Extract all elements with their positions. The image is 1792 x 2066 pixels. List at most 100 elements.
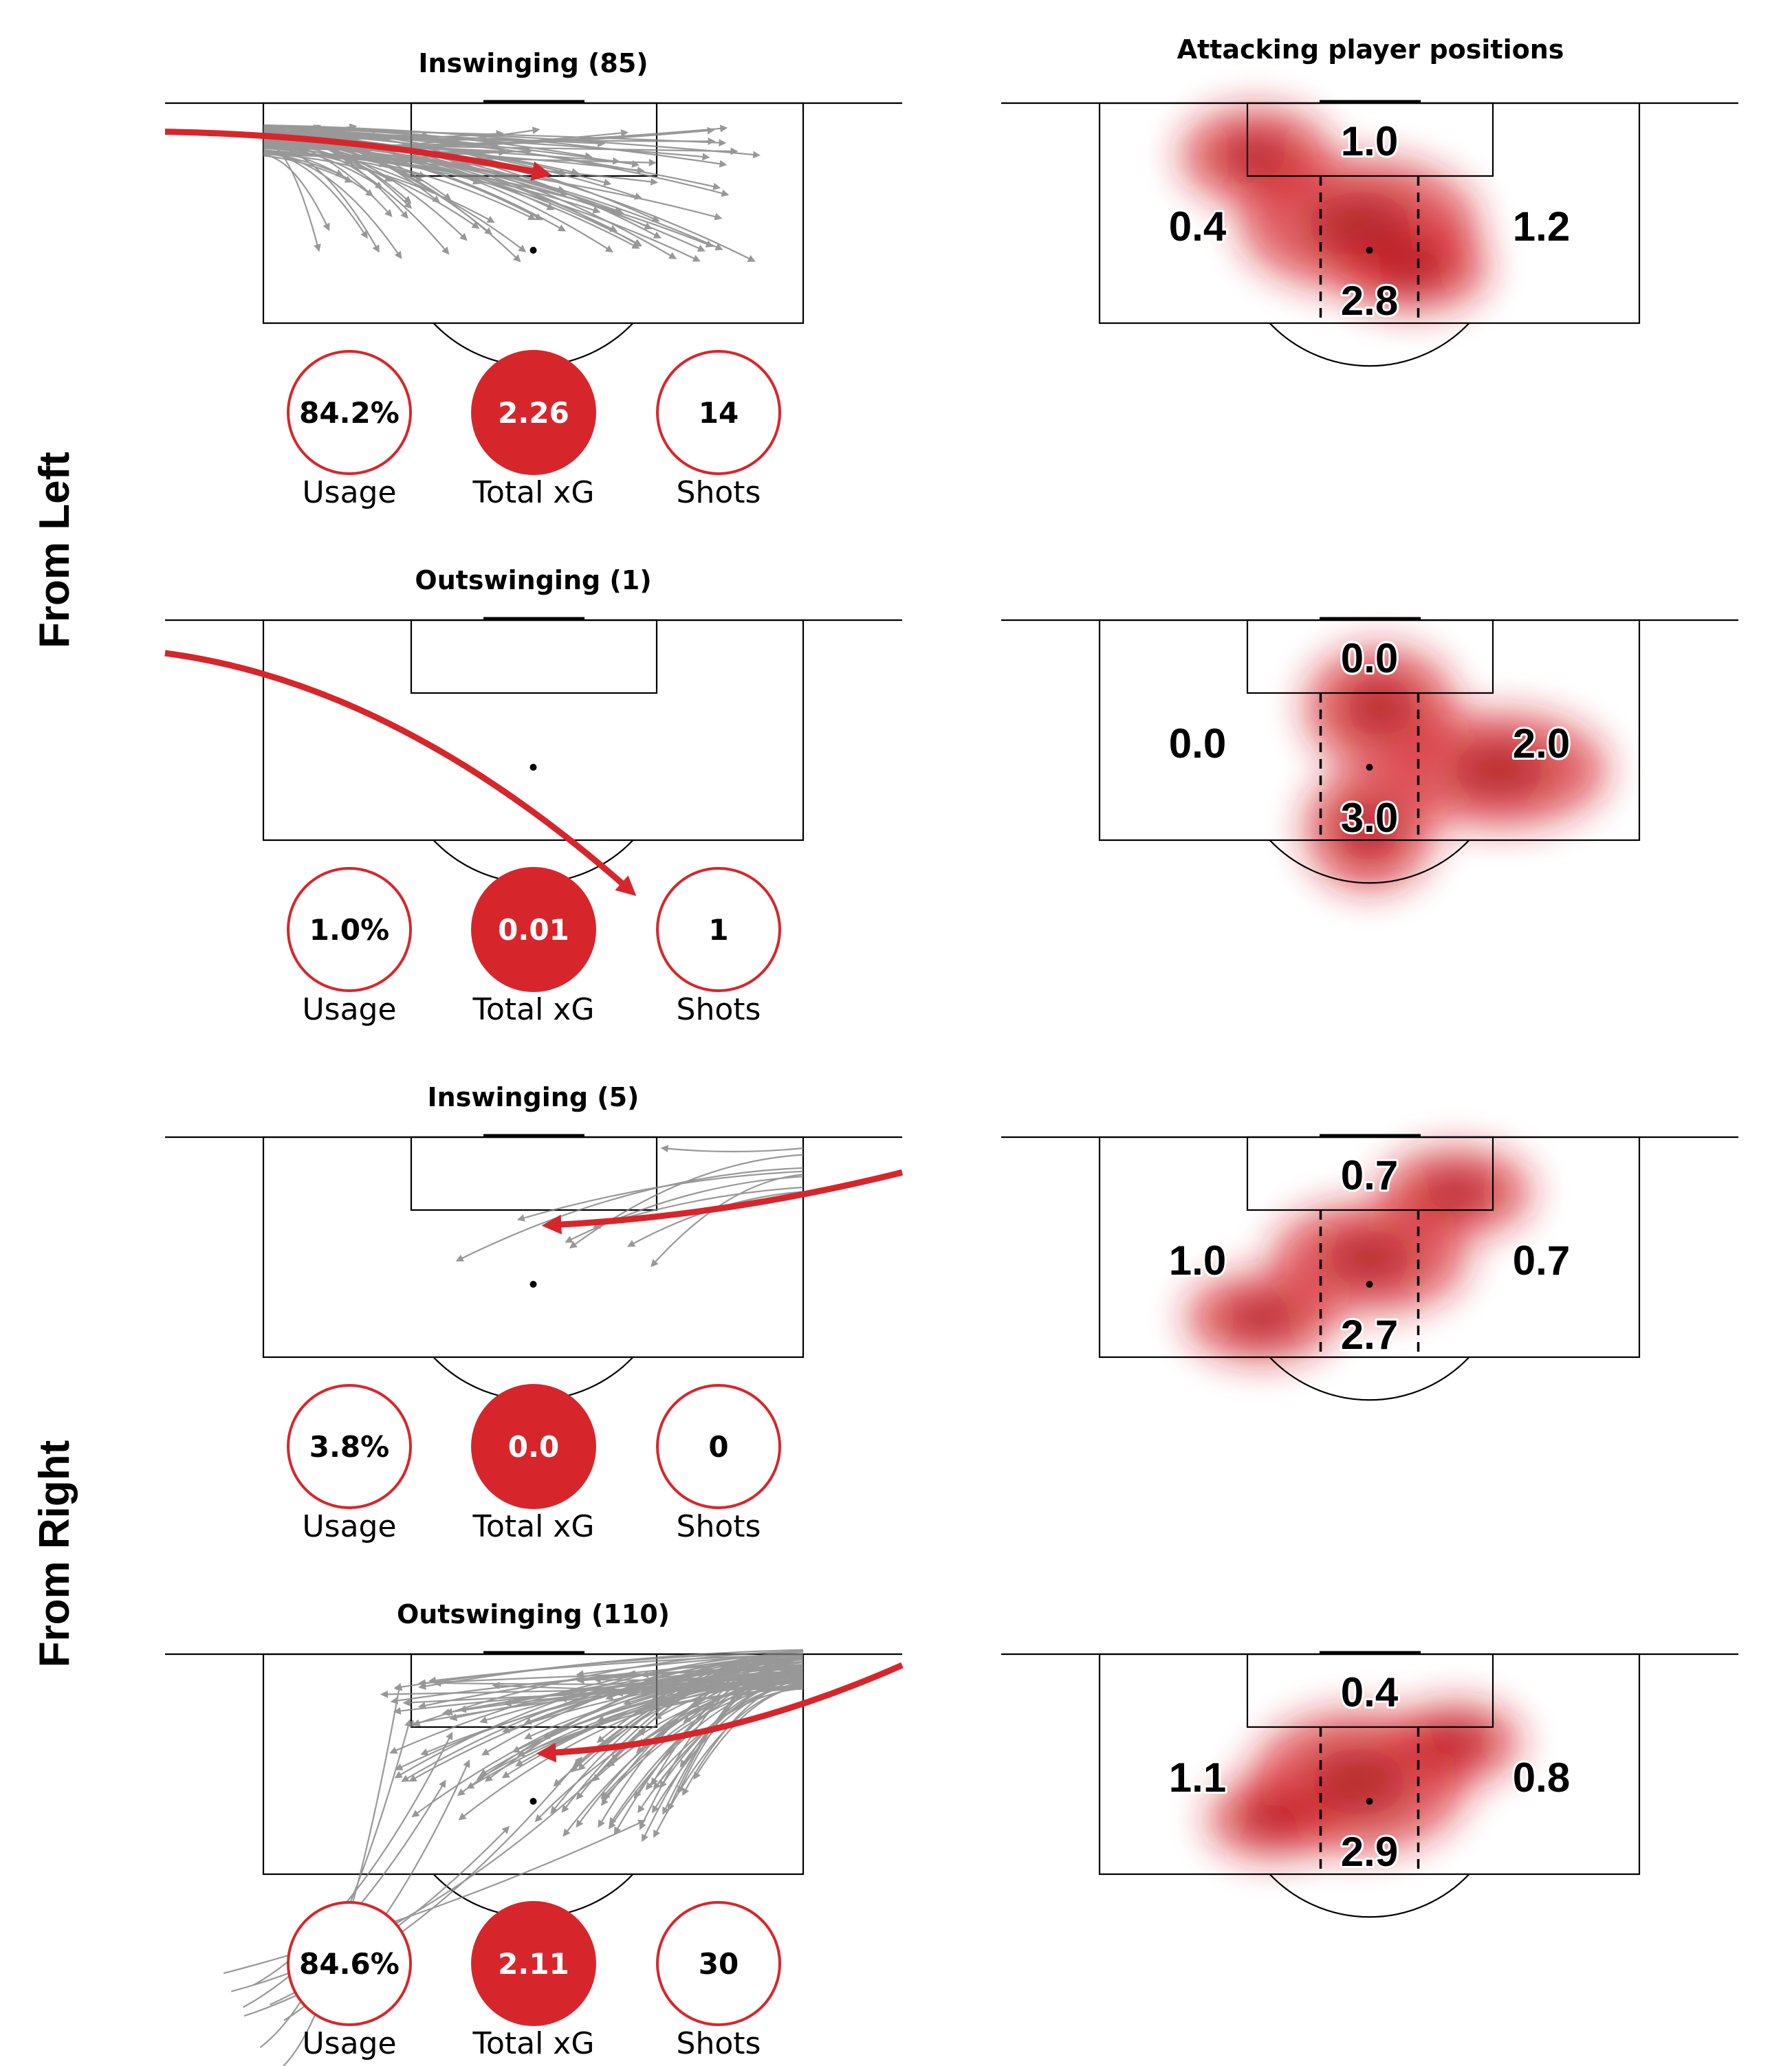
heatmap-column-title: Attacking player positions bbox=[1177, 34, 1564, 65]
trajectory-line bbox=[263, 131, 677, 259]
trajectory-line bbox=[263, 124, 593, 160]
six-yard-box bbox=[410, 619, 658, 694]
trajectory-line bbox=[565, 1176, 804, 1243]
stat-shots-circle bbox=[656, 1901, 781, 2026]
penalty-arc bbox=[1269, 322, 1470, 367]
zone-value-right: 0.7 bbox=[1513, 1238, 1570, 1284]
stat-xg-value: 0.01 bbox=[498, 913, 569, 947]
stat-shots-label: Shots bbox=[677, 2026, 761, 2061]
zone-value-six-yard: 1.0 bbox=[1341, 118, 1398, 164]
stat-usage-circle bbox=[287, 867, 412, 992]
six-yard-box bbox=[410, 1136, 658, 1211]
trajectory-line bbox=[516, 1170, 804, 1222]
penalty-spot bbox=[529, 764, 537, 771]
penalty-spot bbox=[529, 1281, 537, 1288]
stat-usage-label: Usage bbox=[302, 475, 396, 510]
trajectory-line bbox=[693, 1686, 804, 1780]
stat-xg-value: 2.11 bbox=[498, 1947, 569, 1981]
zone-value-center: 2.7 bbox=[1341, 1312, 1398, 1358]
trajectory-line bbox=[263, 142, 640, 249]
trajectory-line bbox=[401, 1657, 804, 1782]
penalty-spot bbox=[1366, 764, 1373, 771]
zone-value-left: 1.1 bbox=[1169, 1755, 1226, 1801]
trajectory-line bbox=[263, 147, 536, 220]
penalty-arc bbox=[1269, 1873, 1470, 1918]
trajectory-line bbox=[650, 1675, 804, 1705]
trajectory-line bbox=[659, 1677, 804, 1789]
zone-value-right: 0.8 bbox=[1513, 1755, 1570, 1801]
penalty-arc bbox=[1269, 1356, 1470, 1401]
stat-shots-value: 14 bbox=[699, 396, 739, 430]
stat-shots-label: Shots bbox=[677, 992, 761, 1027]
heatmap-core bbox=[1426, 1724, 1485, 1760]
trajectory-line bbox=[263, 124, 728, 168]
trajectory-line bbox=[263, 129, 730, 197]
zone-value-six-yard: 0.4 bbox=[1341, 1669, 1399, 1715]
stat-usage-label: Usage bbox=[302, 2026, 396, 2061]
trajectory-line bbox=[479, 1665, 804, 1724]
side-label-from-right: From Right bbox=[31, 1440, 78, 1668]
trajectory-line bbox=[660, 1145, 804, 1153]
average-delivery-arrow bbox=[536, 1662, 904, 1763]
stat-shots-label: Shots bbox=[677, 1509, 761, 1544]
trajectory-line bbox=[263, 143, 739, 155]
corner-panel-row: Inswinging (5) 3.8% Usage 0.0 Total xG 0 Shots… bbox=[165, 1082, 1738, 1544]
zone-value-center: 2.9 bbox=[1341, 1829, 1398, 1875]
heatmap-core bbox=[1227, 1297, 1296, 1338]
trajectory-line bbox=[476, 1679, 804, 1781]
trajectory-line bbox=[412, 1650, 804, 1727]
penalty-box bbox=[262, 1136, 805, 1359]
stat-shots-label: Shots bbox=[677, 475, 761, 510]
delivery-trajectories bbox=[223, 1649, 804, 2066]
stat-shots-value: 30 bbox=[699, 1947, 739, 1981]
position-heatmap bbox=[1208, 1702, 1521, 1859]
trajectory-line bbox=[263, 152, 723, 221]
trajectory-line bbox=[253, 1731, 453, 1986]
corner-panel-row: Inswinging (85) 84.2% Usage 2.26 Total xG 14 S… bbox=[164, 48, 1738, 510]
trajectory-line bbox=[576, 1664, 804, 1684]
stat-usage-value: 84.6% bbox=[299, 1947, 400, 1981]
heatmap-core bbox=[1421, 1172, 1490, 1212]
trajectory-line bbox=[457, 1658, 804, 1796]
trajectory-line bbox=[428, 1653, 804, 1684]
average-delivery-arrow bbox=[164, 129, 552, 182]
position-heatmap bbox=[1304, 646, 1607, 891]
stat-shots-circle bbox=[656, 1384, 781, 1509]
zone-value-right: 2.0 bbox=[1513, 721, 1570, 767]
zone-value-left: 0.0 bbox=[1169, 721, 1226, 767]
heatmap-core bbox=[1378, 248, 1447, 288]
stat-shots-circle bbox=[656, 350, 781, 475]
zone-value-six-yard: 0.7 bbox=[1341, 1152, 1398, 1198]
zone-value-right: 1.2 bbox=[1513, 204, 1570, 250]
trajectory-line bbox=[640, 1653, 804, 1678]
stat-usage-value: 84.2% bbox=[299, 396, 400, 430]
trajectory-line bbox=[455, 1167, 804, 1262]
trajectory-line bbox=[651, 1174, 804, 1268]
stat-xg-circle bbox=[471, 867, 596, 992]
stat-xg-value: 0.0 bbox=[508, 1430, 559, 1464]
stat-usage-label: Usage bbox=[302, 992, 396, 1027]
stat-usage-label: Usage bbox=[302, 1509, 396, 1544]
six-yard-box bbox=[1246, 1653, 1494, 1728]
penalty-spot bbox=[529, 247, 537, 254]
panel-title: Outswinging (1) bbox=[415, 565, 651, 595]
trajectory-line bbox=[420, 1670, 804, 1756]
position-heatmap bbox=[1180, 107, 1489, 312]
zone-value-left: 1.0 bbox=[1169, 1238, 1226, 1284]
panel-title: Inswinging (5) bbox=[428, 1082, 640, 1112]
zone-value-six-yard: 0.0 bbox=[1341, 635, 1398, 681]
stat-xg-label: Total xG bbox=[472, 1509, 595, 1544]
zone-value-center: 2.8 bbox=[1341, 278, 1398, 324]
corner-panel-row: Outswinging (110) 84.6% Usage 2.11 Total xG 3… bbox=[165, 1599, 1738, 2066]
stat-usage-value: 1.0% bbox=[309, 913, 389, 947]
penalty-spot bbox=[1366, 1798, 1373, 1805]
penalty-box bbox=[262, 619, 805, 842]
average-delivery-arrow bbox=[541, 1169, 904, 1235]
trajectory-line bbox=[658, 1655, 804, 1701]
trajectory-line bbox=[449, 1675, 804, 1722]
heatmap-core bbox=[1450, 744, 1548, 796]
trajectory-line bbox=[263, 144, 566, 193]
trajectory-line bbox=[263, 147, 480, 229]
penalty-spot bbox=[1366, 247, 1373, 254]
